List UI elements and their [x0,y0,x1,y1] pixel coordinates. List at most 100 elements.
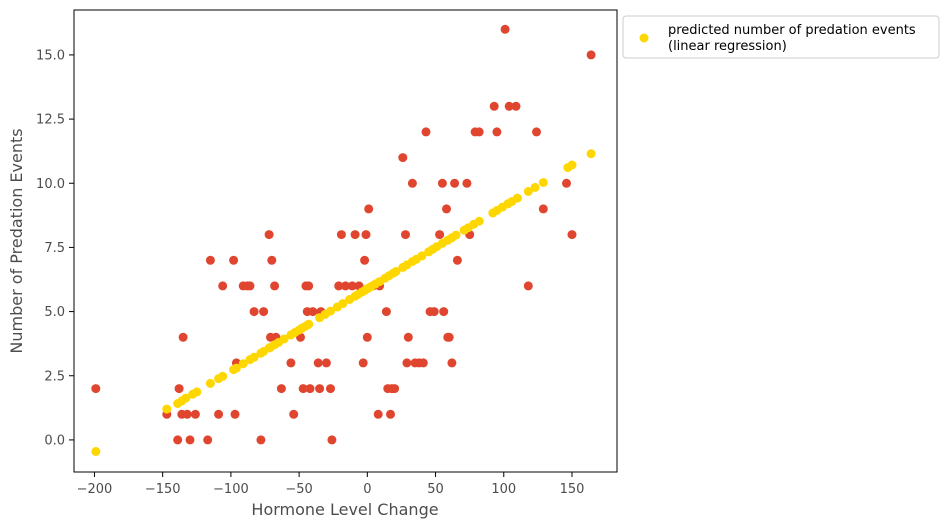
observed-point [429,307,439,317]
observed-point [567,230,577,240]
predicted-point [279,334,289,344]
y-tick-label: 10.0 [36,177,65,192]
observed-point [421,127,431,137]
observed-point [249,307,259,317]
predicted-point [567,160,577,170]
observed-point [358,358,368,368]
x-tick-label: 0 [363,482,371,497]
observed-point [403,332,413,342]
predicted-point [474,216,484,226]
predicted-point [238,359,248,369]
observed-point [327,435,337,445]
predicted-point [181,393,191,403]
predicted-point [162,404,172,414]
observed-point [256,435,266,445]
predicted-point [231,363,241,373]
x-axis-label: Hormone Level Change [251,500,438,519]
observed-point [381,307,391,317]
y-tick-label: 7.5 [44,241,65,256]
predicted-point [91,447,101,456]
observed-point [447,358,457,368]
observed-point [190,409,200,419]
observed-point [586,50,596,60]
predicted-point [538,178,548,187]
x-tick-label: −100 [213,482,249,497]
legend: predicted number of predation events (li… [622,15,940,59]
observed-point [401,230,410,240]
observed-point [373,409,383,419]
predicted-point [417,251,427,261]
observed-point [174,384,184,394]
predicted-point [304,319,314,329]
observed-point [500,24,510,34]
y-tick-label: 12.5 [36,113,65,128]
observed-point [398,153,408,163]
observed-point [91,384,101,394]
observed-point [270,281,280,291]
observed-point [452,255,462,265]
observed-point [450,178,460,188]
observed-point [347,281,357,291]
observed-point [504,101,514,111]
observed-point [538,204,548,214]
observed-point [402,358,412,368]
predicted-points [91,149,596,456]
observed-point [305,384,315,394]
observed-point [214,409,224,419]
observed-point [437,178,447,188]
observed-point [245,281,255,291]
observed-point [511,101,521,111]
observed-point [230,409,240,419]
observed-point [360,255,370,265]
predicted-point [326,306,335,316]
observed-point [474,127,484,137]
observed-point [178,332,188,342]
observed-point [418,358,428,368]
predicted-point [205,378,215,388]
predicted-point [523,187,533,196]
y-tick-label: 2.5 [44,369,65,384]
observed-point [562,178,571,188]
observed-point [350,230,360,240]
observed-point [364,204,374,214]
x-axis-ticks: −200 −150 −100 −50 0 50 100 150 [77,472,584,497]
observed-point [362,332,372,342]
observed-point [492,127,502,137]
predicted-point [586,149,596,159]
x-tick-label: −150 [145,482,181,497]
observed-point [203,435,213,445]
legend-label-line2: (linear regression) [668,39,787,54]
observed-point [205,255,215,265]
observed-point [326,384,335,394]
observed-point [386,409,395,419]
plot-frame [73,9,618,473]
x-tick-label: 100 [491,482,516,497]
y-axis-ticks: 0.0 2.5 5.0 7.5 10.0 12.5 15.0 [36,48,74,448]
observed-point [435,230,445,240]
observed-point [523,281,533,291]
predicted-point [530,182,540,192]
y-tick-label: 15.0 [36,48,65,63]
observed-point [313,358,323,368]
observed-point [361,230,371,240]
observed-point [185,435,195,445]
x-tick-label: −50 [285,482,312,497]
predicted-point [338,299,348,309]
observed-point [315,384,325,394]
observed-point [276,384,286,394]
x-tick-label: 50 [427,482,444,497]
observed-point [259,307,269,317]
observed-point [407,178,417,188]
predicted-point [249,352,259,362]
observed-point [218,281,228,291]
predicted-point [391,267,401,276]
observed-point [264,230,274,240]
y-axis-label: Number of Predation Events [7,128,26,353]
observed-point [321,358,331,368]
observed-point [439,307,449,317]
observed-point [289,409,299,419]
y-tick-label: 5.0 [44,305,65,320]
observed-point [298,384,308,394]
observed-point [334,281,344,291]
